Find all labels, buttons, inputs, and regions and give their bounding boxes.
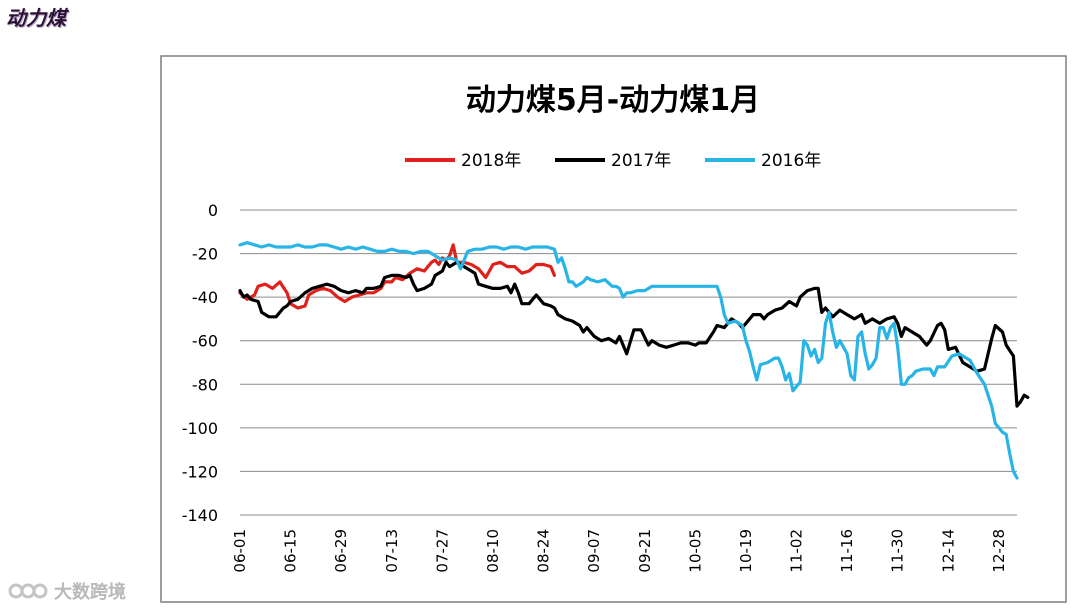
y-tick-label: -100: [182, 419, 218, 438]
x-tick-label: 12-28: [990, 529, 1008, 573]
x-tick-label: 11-02: [788, 529, 806, 573]
series-line: [238, 243, 556, 310]
page-title: 动力煤: [6, 6, 66, 30]
series-line: [238, 260, 1030, 408]
x-tick-label: 09-07: [585, 529, 603, 573]
chart-title: 动力煤5月-动力煤1月: [466, 83, 760, 118]
x-tick-label: 10-05: [686, 529, 704, 573]
watermark: 大数跨境: [8, 578, 126, 604]
x-tick-label: 07-27: [433, 529, 451, 573]
series-lines: [238, 241, 1030, 480]
x-tick-label: 08-24: [535, 529, 553, 573]
chart-legend: 2018年 2017年 2016年: [405, 151, 821, 171]
gridlines: [240, 209, 1017, 516]
y-tick-label: -140: [182, 506, 218, 525]
x-tick-label: 11-30: [889, 529, 907, 573]
legend-label: 2016年: [761, 151, 821, 171]
series-line: [238, 241, 1019, 480]
x-tick-label: 06-01: [231, 529, 249, 573]
y-tick-label: -40: [192, 288, 218, 307]
x-tick-label: 11-16: [838, 529, 856, 573]
x-axis-ticks: 06-01 06-15 06-29 07-13 07-27 08-10 08-24 09-07…: [231, 529, 1008, 573]
y-tick-label: -60: [192, 332, 218, 351]
y-tick-label: -120: [182, 462, 218, 481]
x-tick-label: 06-29: [332, 529, 350, 573]
x-tick-label: 09-21: [636, 529, 654, 573]
legend-label: 2017年: [611, 151, 671, 171]
legend-label: 2018年: [461, 151, 521, 171]
y-tick-label: -80: [192, 375, 218, 394]
y-tick-label: -20: [192, 245, 218, 264]
y-tick-label: 0: [208, 201, 218, 220]
chart-frame: [160, 55, 1067, 603]
x-tick-label: 06-15: [282, 529, 300, 573]
x-tick-label: 10-19: [737, 529, 755, 573]
y-axis-ticks: 0 -20 -40 -60 -80 -100 -120 -140: [182, 201, 218, 525]
brand-logo-icon: [8, 583, 48, 599]
x-tick-label: 08-10: [484, 529, 502, 573]
watermark-text: 大数跨境: [54, 582, 126, 603]
x-tick-label: 12-14: [939, 529, 957, 573]
x-tick-label: 07-13: [383, 529, 401, 573]
